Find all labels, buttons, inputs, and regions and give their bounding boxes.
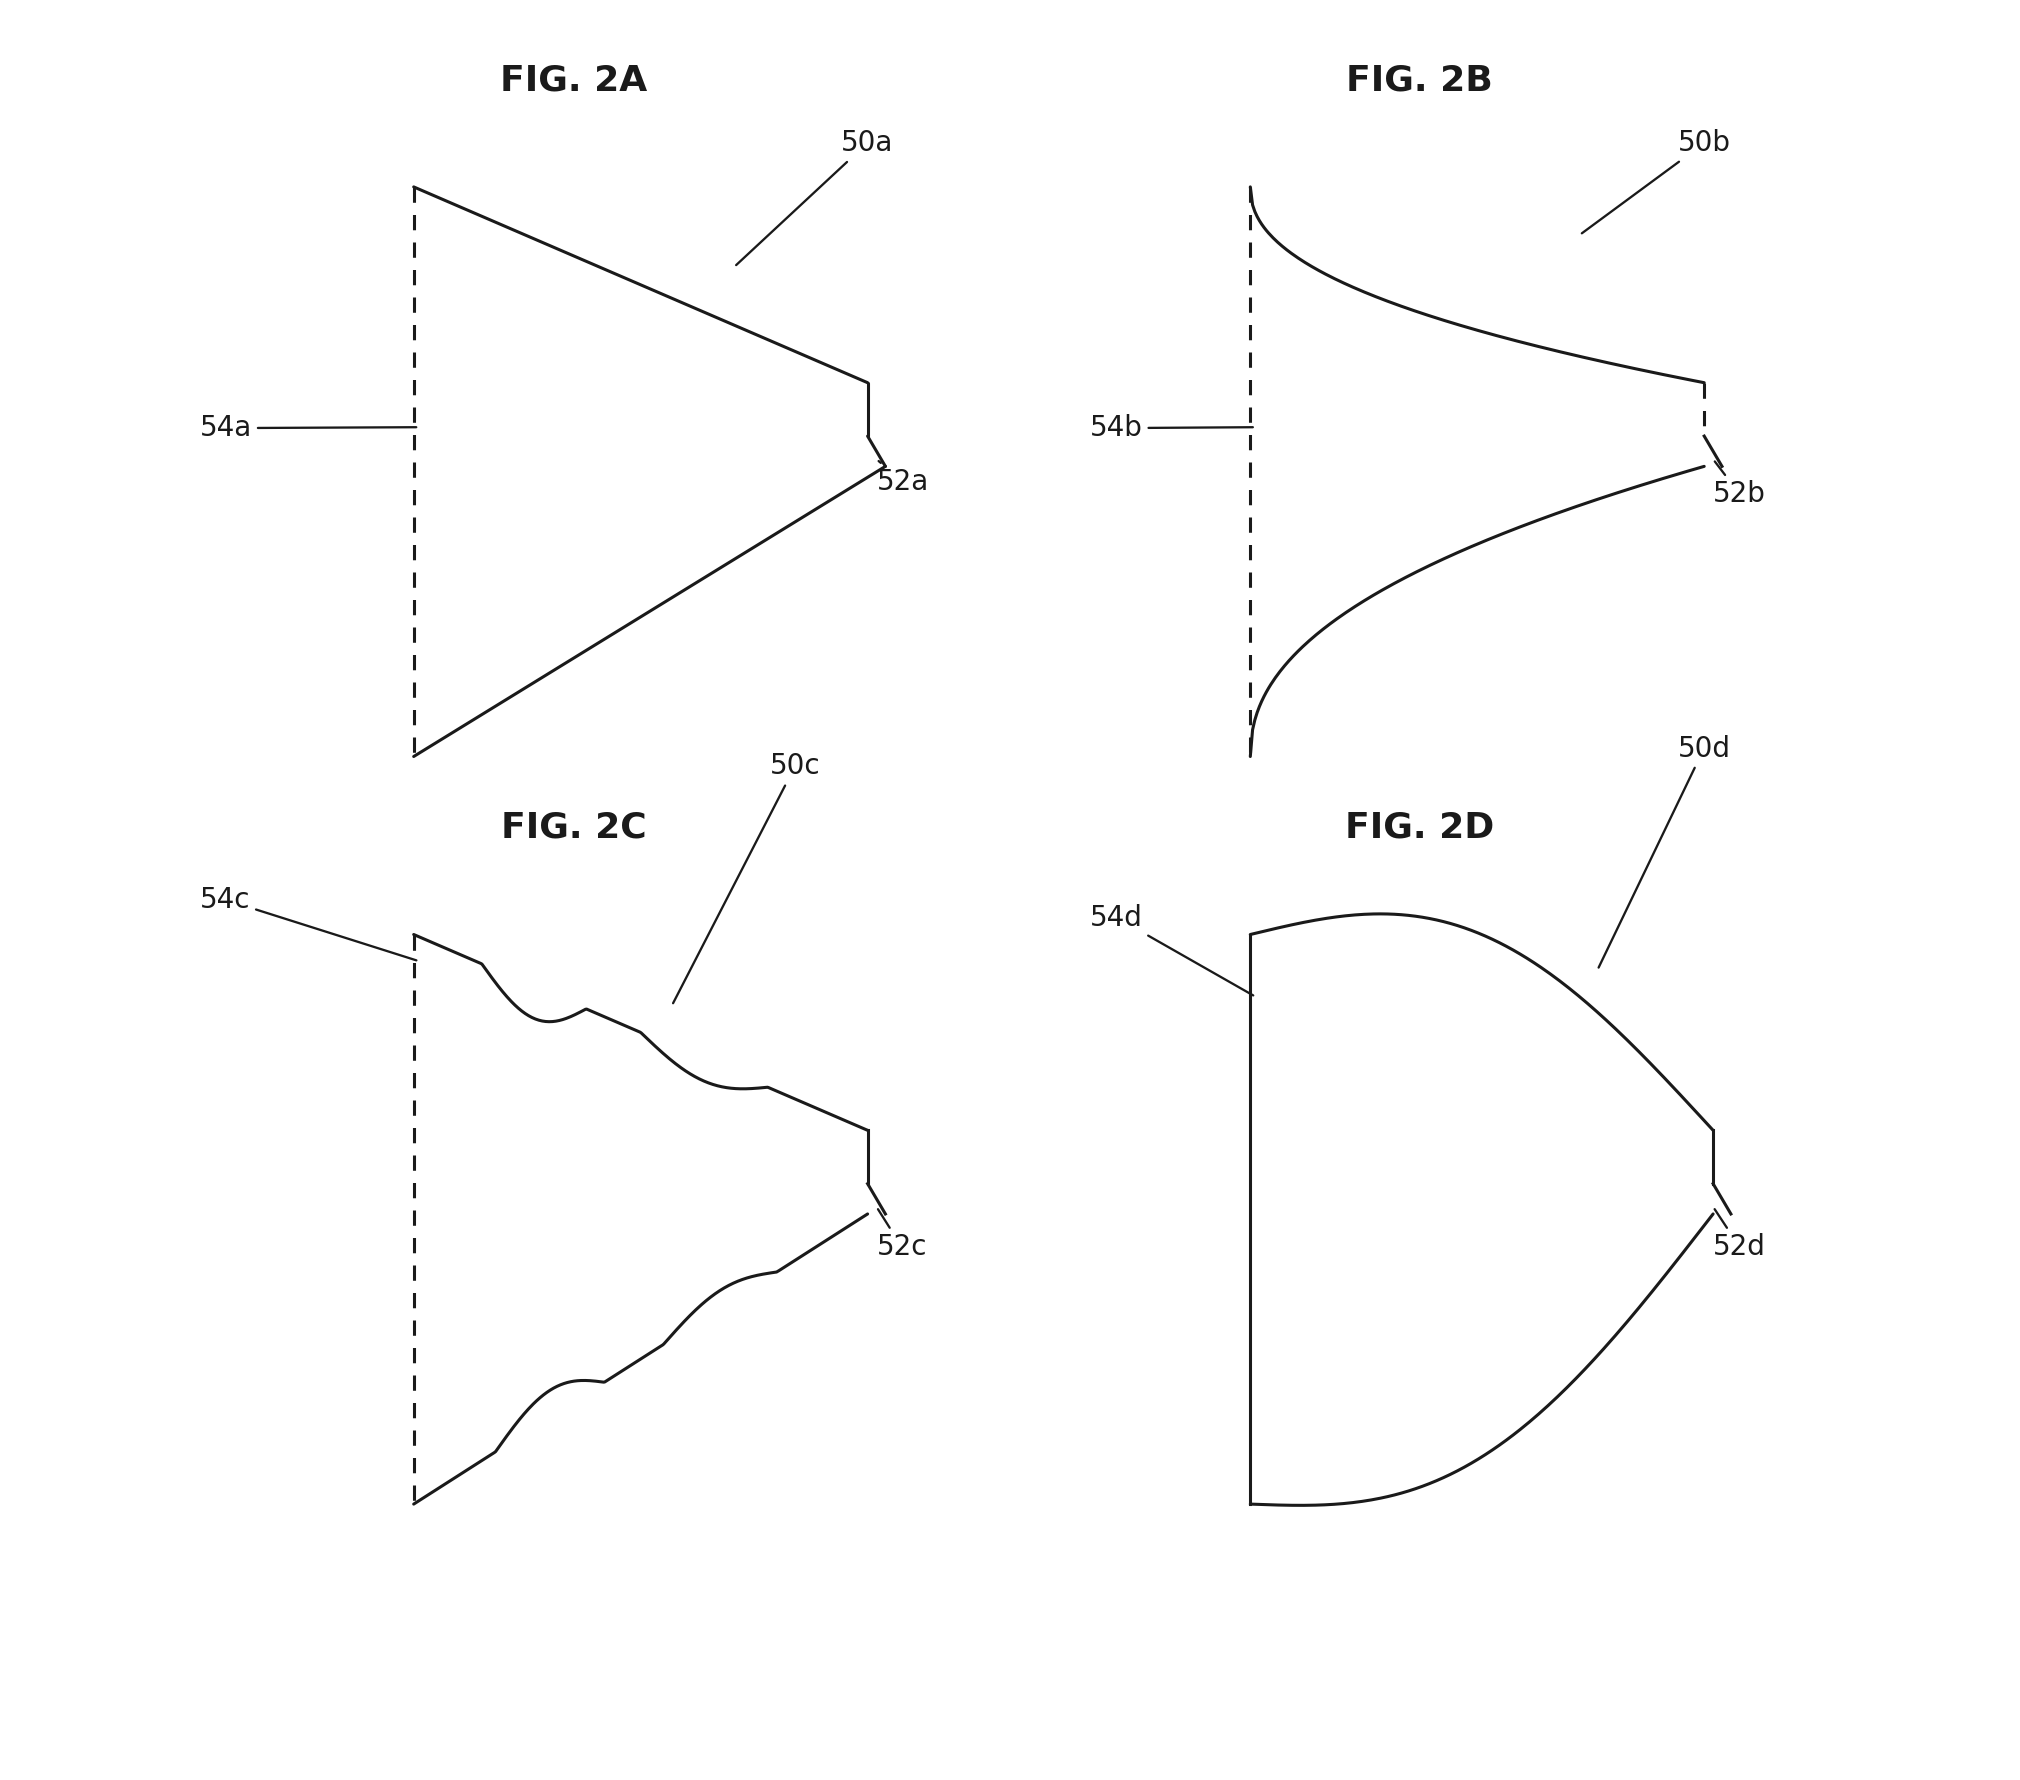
Text: 52b: 52b <box>1713 461 1765 507</box>
Text: 52d: 52d <box>1713 1209 1765 1260</box>
Text: 54b: 54b <box>1091 415 1252 441</box>
Text: 52c: 52c <box>877 1209 927 1260</box>
Text: FIG. 2B: FIG. 2B <box>1345 62 1493 98</box>
Text: 50b: 50b <box>1582 130 1731 233</box>
Text: FIG. 2A: FIG. 2A <box>501 62 648 98</box>
Text: 50d: 50d <box>1598 735 1731 968</box>
Text: 52a: 52a <box>877 461 929 495</box>
Text: 54a: 54a <box>200 415 416 441</box>
Text: 54d: 54d <box>1091 904 1252 995</box>
Text: FIG. 2C: FIG. 2C <box>501 810 646 845</box>
Text: 50c: 50c <box>673 753 820 1004</box>
Text: FIG. 2D: FIG. 2D <box>1345 810 1495 845</box>
Text: 54c: 54c <box>200 886 416 961</box>
Text: 50a: 50a <box>735 130 893 265</box>
